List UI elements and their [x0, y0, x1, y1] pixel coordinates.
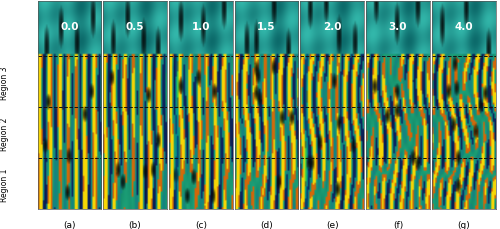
Text: (f): (f)	[393, 220, 403, 229]
Text: 3.0: 3.0	[388, 22, 407, 32]
Text: (c): (c)	[195, 220, 207, 229]
Text: Region 3: Region 3	[0, 66, 10, 99]
Text: 1.5: 1.5	[258, 22, 276, 32]
Text: Region 2: Region 2	[0, 117, 10, 150]
Text: 0.0: 0.0	[60, 22, 78, 32]
Text: (e): (e)	[326, 220, 338, 229]
Text: (a): (a)	[63, 220, 76, 229]
Text: 2.0: 2.0	[323, 22, 342, 32]
Text: Region 1: Region 1	[0, 168, 10, 201]
Text: (g): (g)	[458, 220, 470, 229]
Text: (d): (d)	[260, 220, 273, 229]
Text: 0.5: 0.5	[126, 22, 144, 32]
Text: 4.0: 4.0	[454, 22, 473, 32]
Text: 1.0: 1.0	[192, 22, 210, 32]
Text: (b): (b)	[128, 220, 141, 229]
